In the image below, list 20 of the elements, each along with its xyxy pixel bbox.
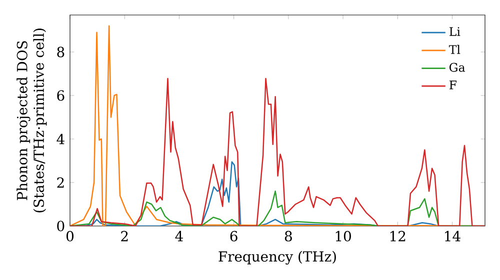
- y-tick-label: 4: [56, 134, 64, 144]
- x-tick-label: 10: [336, 230, 351, 242]
- legend-label: F: [450, 80, 457, 90]
- x-tick-label: 0: [66, 230, 74, 242]
- y-tick-label: 8: [57, 46, 64, 58]
- y-tick-label: 2: [57, 177, 64, 188]
- x-tick-label: 14: [445, 230, 460, 242]
- x-axis-title: Frequency (THz): [218, 250, 336, 265]
- y-tick-label: 0: [57, 220, 64, 232]
- y-tick-label: 6: [57, 90, 64, 101]
- legend-label: Ga: [450, 62, 465, 72]
- x-tick-label: 2: [121, 230, 128, 242]
- legend-label: Tl: [448, 44, 460, 54]
- x-tick-label: 4: [175, 230, 183, 242]
- legend-label: Li: [450, 27, 460, 36]
- line-series: [70, 78, 485, 226]
- x-tick-label: 12: [390, 230, 406, 242]
- x-tick-label: 8: [284, 230, 292, 242]
- x-tick-label: 6: [230, 230, 238, 242]
- y-axis-title: Phonon projected DOS (States/THz·primitive cell): [16, 28, 47, 212]
